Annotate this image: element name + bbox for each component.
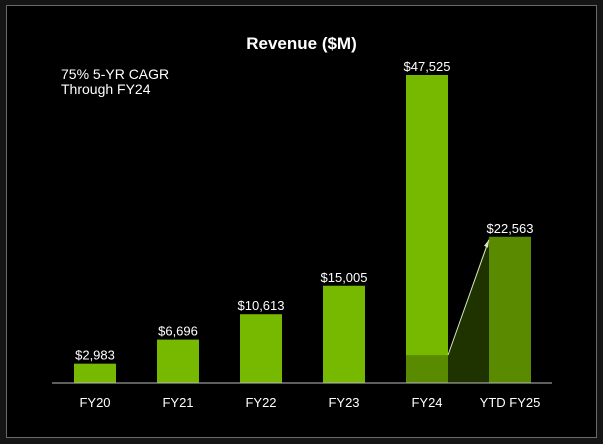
bar-fy20	[74, 363, 116, 383]
connector-shade	[448, 236, 489, 383]
cagr-line-1: 75% 5-YR CAGR	[61, 66, 170, 82]
data-label: $10,613	[238, 298, 285, 313]
chart-title: Revenue ($M)	[246, 34, 357, 53]
data-label: $2,983	[75, 348, 115, 363]
bar-fy21	[157, 339, 199, 383]
x-tick-label: FY21	[162, 395, 193, 410]
data-label: $6,696	[158, 324, 198, 339]
x-tick-label: FY23	[328, 395, 359, 410]
bar-fy23	[323, 285, 365, 383]
data-label: $15,005	[321, 270, 368, 285]
data-label: $22,563	[487, 221, 534, 236]
fy24-lower-portion	[406, 355, 448, 383]
arrow-head-icon	[484, 239, 489, 248]
growth-arrow	[447, 239, 490, 356]
x-tick-label: FY22	[245, 395, 276, 410]
bar-fy22	[240, 314, 282, 383]
cagr-annotation: 75% 5-YR CAGR Through FY24	[61, 67, 169, 97]
bar-fy24	[406, 75, 448, 383]
data-label: $47,525	[404, 59, 451, 74]
x-tick-label: FY20	[79, 395, 110, 410]
x-tick-label: YTD FY25	[480, 395, 541, 410]
cagr-line-2: Through FY24	[61, 81, 151, 97]
x-tick-label: FY24	[411, 395, 442, 410]
bar-ytd-fy25	[489, 236, 531, 383]
